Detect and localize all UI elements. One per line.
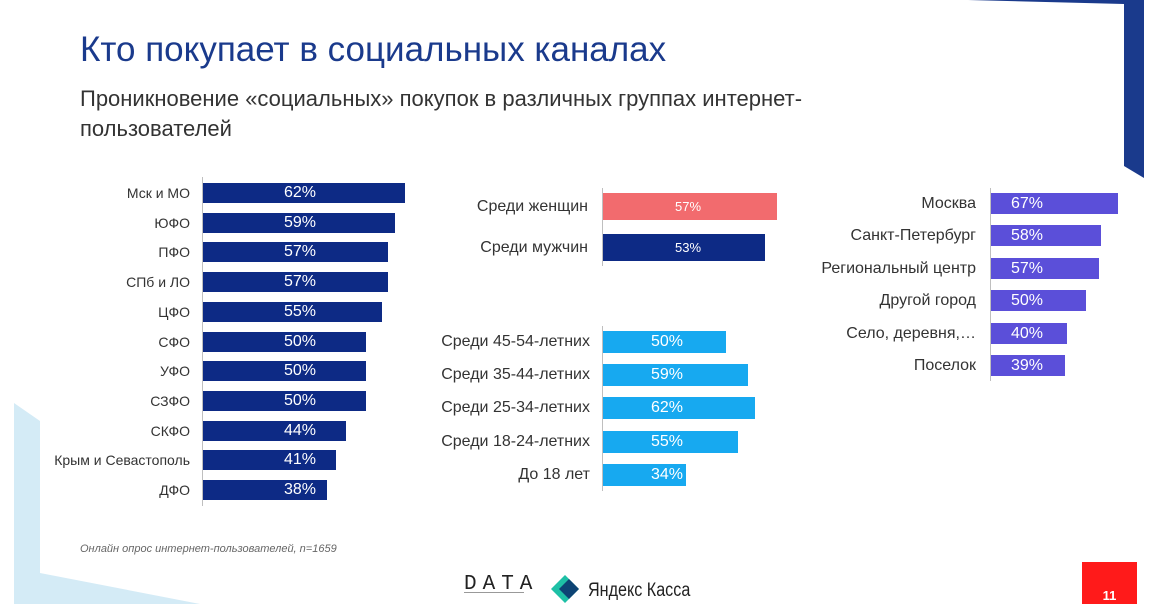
- corner-decoration-top-right: [968, 0, 1144, 178]
- category-label: ДФО: [159, 482, 190, 498]
- bar-value-label: 44%: [283, 421, 317, 439]
- bar: [603, 331, 726, 353]
- page-subtitle: Проникновение «социальных» покупок в раз…: [80, 86, 803, 141]
- chart-axis-line: [602, 326, 603, 491]
- bar-value-label: 53%: [674, 240, 702, 255]
- bar: [603, 397, 755, 420]
- footnote: Онлайн опрос интернет-пользователей, n=1…: [80, 543, 337, 555]
- category-label: Среди 25-34-летних: [441, 399, 590, 417]
- bar-value-label: 50%: [650, 333, 684, 350]
- bar: [203, 212, 395, 233]
- category-label: Среди женщин: [476, 198, 588, 215]
- bar: [991, 257, 1100, 279]
- chart-federal-districts: Мск и МО 62% ЮФО 59% ПФО 57% СПб и ЛО 57% ЦФО 55%…: [0, 177, 420, 506]
- bar: [203, 361, 366, 382]
- data-logo-rule: [464, 592, 524, 593]
- category-label: Поселок: [913, 357, 976, 374]
- bar-value-label: 57%: [1010, 259, 1044, 277]
- category-label: ПФО: [158, 244, 190, 261]
- bar: [991, 225, 1102, 247]
- bar: [203, 272, 389, 293]
- bar-value-label: 40%: [1010, 324, 1044, 342]
- bar: [203, 331, 366, 352]
- bar: [991, 355, 1066, 376]
- bar-value-label: 38%: [283, 481, 317, 498]
- yandex-kassa-logo-text: Яндекс Касса: [588, 580, 691, 601]
- bar: [203, 420, 346, 441]
- chart-age-groups: Среди 45-54-летних 50% Среди 35-44-летних 5…: [400, 326, 820, 496]
- bar: [991, 290, 1086, 312]
- category-label: ЮФО: [154, 214, 190, 231]
- bar-value-label: 41%: [283, 451, 317, 469]
- category-label: Крым и Севастополь: [54, 452, 190, 469]
- bar: [603, 193, 777, 220]
- bar-value-label: 59%: [650, 366, 684, 384]
- page-title: Кто покупает в социальных каналах: [80, 30, 667, 69]
- category-label: Москва: [921, 195, 976, 212]
- bar: [603, 430, 738, 453]
- category-label: Среди мужчин: [480, 239, 588, 256]
- bar-value-label: 50%: [283, 391, 317, 409]
- corner-decoration-bottom-left: [14, 403, 200, 604]
- category-label: До 18 лет: [518, 465, 590, 483]
- category-label: СФО: [158, 333, 190, 350]
- bar: [203, 450, 337, 471]
- bar-value-label: 59%: [283, 213, 317, 231]
- yandex-kassa-logo-icon: [551, 575, 579, 603]
- category-label: Среди 35-44-летних: [441, 366, 590, 384]
- category-label: СПб и ЛО: [126, 274, 190, 291]
- bar-value-label: 62%: [650, 399, 684, 417]
- category-label: Среди 45-54-летних: [441, 333, 590, 350]
- bar-value-label: 50%: [283, 332, 317, 350]
- chart-gender: Среди женщин 57% Среди мужчин 53%: [400, 188, 820, 273]
- category-label: Другой город: [879, 292, 976, 310]
- bar: [203, 480, 327, 500]
- chart-settlement-type: Москва 67% Санкт-Петербург 58% Региональный …: [770, 188, 1150, 383]
- category-label: Санкт-Петербург: [850, 227, 976, 245]
- bar-value-label: 62%: [283, 184, 317, 201]
- chart-axis-line: [202, 177, 203, 506]
- bar-value-label: 57%: [674, 199, 702, 214]
- bar: [991, 193, 1119, 214]
- bar-value-label: 57%: [283, 273, 317, 291]
- bar: [603, 463, 687, 486]
- category-label: Региональный центр: [821, 259, 976, 277]
- bar-value-label: 50%: [283, 362, 317, 380]
- chart-axis-line: [990, 188, 991, 381]
- bar-value-label: 57%: [283, 243, 317, 261]
- category-label: Мск и МО: [126, 185, 190, 201]
- bar-value-label: 39%: [1010, 357, 1044, 374]
- page-number: 11: [1102, 588, 1117, 603]
- category-label: СЗФО: [150, 392, 190, 409]
- bar: [603, 234, 765, 261]
- page-number-badge: 11: [1082, 562, 1137, 604]
- category-label: СКФО: [150, 422, 190, 439]
- bar-value-label: 58%: [1010, 227, 1044, 245]
- bar-value-label: 55%: [650, 432, 684, 450]
- bar: [603, 364, 748, 387]
- category-label: Среди 18-24-летних: [441, 432, 590, 450]
- bar: [203, 183, 405, 203]
- bar-value-label: 34%: [650, 465, 684, 483]
- bar: [203, 301, 382, 322]
- bar-value-label: 50%: [1010, 292, 1044, 310]
- bar-value-label: 67%: [1010, 195, 1044, 212]
- category-label: ЦФО: [158, 303, 190, 320]
- bar-value-label: 55%: [283, 302, 317, 320]
- bar: [203, 390, 366, 411]
- category-label: УФО: [160, 363, 190, 380]
- bar: [991, 322, 1067, 344]
- category-label: Село, деревня,…: [846, 324, 976, 342]
- bar: [203, 242, 389, 263]
- data-logo: DATA: [464, 573, 539, 596]
- chart-axis-line: [602, 188, 603, 266]
